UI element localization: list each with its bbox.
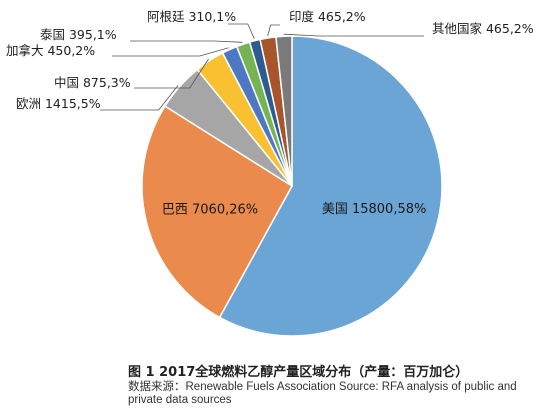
slice-label-india: 印度 465,2% — [289, 9, 366, 24]
leader-line-canada — [112, 47, 229, 57]
pie-slice-others — [275, 35, 293, 187]
leader-line-argentina — [228, 23, 255, 39]
slice-label-usa: 美国 15800,58% — [322, 202, 427, 217]
slice-label-others: 其他国家 465,2% — [432, 21, 534, 36]
leader-line-europe — [100, 84, 179, 111]
chart-caption: 图 1 2017全球燃料乙醇产量区域分布（产量：百万加仑） 数据来源：Renew… — [128, 365, 538, 406]
leader-line-china — [134, 58, 209, 89]
slice-label-europe: 欧洲 1415,5% — [16, 96, 101, 111]
chart-source: 数据来源：Renewable Fuels Association Source:… — [128, 381, 517, 406]
slice-label-china: 中国 875,3% — [54, 75, 131, 90]
chart-title: 图 1 2017全球燃料乙醇产量区域分布（产量：百万加仑） — [128, 365, 469, 380]
leader-line-india — [267, 24, 280, 37]
slice-label-thailand: 泰国 395,1% — [40, 27, 117, 42]
slice-label-brazil: 巴西 7060,26% — [162, 202, 258, 217]
leader-line-thailand — [130, 40, 243, 43]
pie-slice-brazil — [141, 105, 293, 319]
slice-label-argentina: 阿根廷 310,1% — [147, 9, 236, 24]
pie-slice-usa — [218, 35, 443, 337]
slice-label-canada: 加拿大 450,2% — [6, 43, 95, 58]
leader-line-others — [283, 33, 424, 37]
